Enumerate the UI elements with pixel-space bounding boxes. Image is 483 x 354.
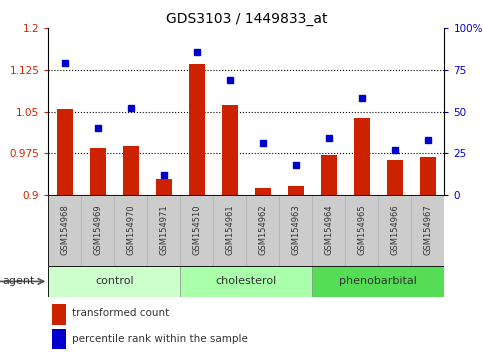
Bar bbox=[287, 186, 304, 195]
Bar bbox=[48, 266, 180, 297]
Bar bbox=[246, 195, 279, 266]
Bar bbox=[378, 195, 412, 266]
Text: GSM154510: GSM154510 bbox=[192, 205, 201, 255]
Bar bbox=[354, 118, 370, 195]
Text: GSM154965: GSM154965 bbox=[357, 205, 366, 256]
Bar bbox=[114, 195, 147, 266]
Bar bbox=[147, 195, 180, 266]
Bar bbox=[213, 195, 246, 266]
Text: GSM154961: GSM154961 bbox=[226, 205, 234, 256]
Text: control: control bbox=[95, 276, 134, 286]
Bar bbox=[123, 146, 139, 195]
Text: GSM154964: GSM154964 bbox=[325, 205, 333, 256]
Text: GSM154962: GSM154962 bbox=[258, 205, 267, 256]
Text: cholesterol: cholesterol bbox=[216, 276, 277, 286]
Bar bbox=[313, 266, 444, 297]
Bar bbox=[321, 155, 337, 195]
Bar bbox=[420, 157, 436, 195]
Text: GSM154966: GSM154966 bbox=[390, 205, 399, 256]
Bar bbox=[222, 105, 238, 195]
Text: GSM154971: GSM154971 bbox=[159, 205, 168, 256]
Bar bbox=[386, 160, 403, 195]
Bar bbox=[412, 195, 444, 266]
Bar bbox=[180, 266, 313, 297]
Bar bbox=[48, 195, 81, 266]
Title: GDS3103 / 1449833_at: GDS3103 / 1449833_at bbox=[166, 12, 327, 26]
Text: phenobarbital: phenobarbital bbox=[340, 276, 417, 286]
Text: GSM154968: GSM154968 bbox=[60, 205, 69, 256]
Bar bbox=[57, 109, 73, 195]
Bar bbox=[89, 148, 106, 195]
Bar bbox=[81, 195, 114, 266]
Text: transformed count: transformed count bbox=[72, 308, 170, 318]
Bar bbox=[156, 179, 172, 195]
Bar bbox=[279, 195, 313, 266]
Text: GSM154963: GSM154963 bbox=[291, 205, 300, 256]
Text: percentile rank within the sample: percentile rank within the sample bbox=[72, 334, 248, 344]
Text: GSM154970: GSM154970 bbox=[127, 205, 135, 256]
Bar bbox=[188, 64, 205, 195]
Text: GSM154967: GSM154967 bbox=[424, 205, 432, 256]
Bar bbox=[255, 188, 271, 195]
Bar bbox=[345, 195, 378, 266]
Text: agent: agent bbox=[2, 276, 35, 286]
Text: GSM154969: GSM154969 bbox=[93, 205, 102, 256]
Bar bbox=[52, 329, 66, 349]
Bar bbox=[180, 195, 213, 266]
Bar bbox=[52, 304, 66, 325]
Bar bbox=[313, 195, 345, 266]
